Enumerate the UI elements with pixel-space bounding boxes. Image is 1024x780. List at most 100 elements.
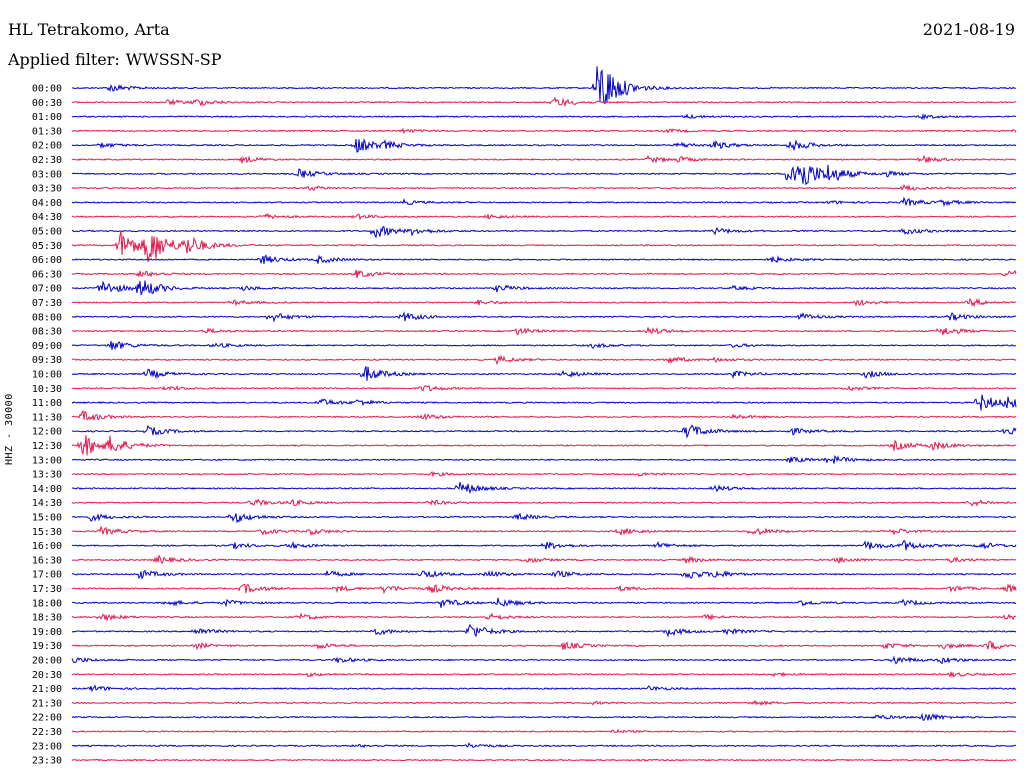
seismic-trace — [71, 196, 1017, 207]
time-label: 12:00 — [32, 427, 62, 438]
seismic-trace — [71, 154, 1017, 164]
time-label: 08:00 — [32, 312, 62, 323]
seismic-trace — [71, 612, 1017, 622]
time-label: 23:00 — [32, 741, 62, 752]
seismic-trace — [71, 385, 1017, 392]
seismic-trace — [71, 409, 1017, 421]
seismic-trace — [71, 742, 1017, 749]
seismic-trace — [71, 269, 1017, 279]
time-label: 03:00 — [32, 169, 62, 180]
seismic-trace — [71, 183, 1017, 192]
time-label: 00:00 — [32, 84, 62, 95]
seismic-trace — [71, 699, 1016, 707]
seismic-trace — [71, 297, 1017, 308]
time-label: 09:00 — [32, 341, 62, 352]
seismic-trace — [71, 655, 1017, 665]
time-label: 15:00 — [32, 513, 62, 524]
seismic-trace — [71, 671, 1017, 678]
seismic-trace — [71, 254, 1017, 265]
time-label-group: 00:00 00:30 01:00 01:30 02:00 02:30 03:00 03:30… — [32, 84, 62, 767]
seismic-trace — [71, 583, 1017, 595]
seismic-trace — [71, 311, 1017, 323]
seismic-trace — [71, 512, 1017, 524]
time-label: 06:00 — [32, 255, 62, 266]
seismic-trace — [71, 623, 1017, 638]
time-label: 23:30 — [32, 756, 62, 767]
seismic-trace — [71, 728, 1017, 734]
seismic-trace — [71, 525, 1017, 537]
time-label: 19:00 — [32, 627, 62, 638]
filter-label: Applied filter: — [8, 50, 120, 69]
seismic-trace — [71, 684, 1017, 693]
time-label: 09:30 — [32, 355, 62, 366]
time-label: 01:00 — [32, 112, 62, 123]
time-label: 04:00 — [32, 198, 62, 209]
time-label: 11:30 — [32, 412, 62, 423]
seismic-trace — [71, 96, 1016, 108]
seismic-trace — [72, 326, 1017, 336]
time-label: 18:00 — [32, 598, 62, 609]
seismic-trace — [72, 540, 1017, 551]
seismic-trace — [72, 424, 1017, 439]
seismic-trace — [71, 471, 1017, 478]
time-label: 05:30 — [32, 241, 62, 252]
time-label: 14:30 — [32, 498, 62, 509]
seismic-trace — [71, 712, 1017, 721]
time-label: 20:00 — [32, 656, 62, 667]
time-label: 22:30 — [32, 727, 62, 738]
time-label: 04:30 — [32, 212, 62, 223]
seismic-trace — [71, 498, 1017, 507]
time-label: 21:00 — [32, 684, 62, 695]
seismic-trace — [71, 435, 1017, 456]
time-label: 07:00 — [32, 284, 62, 295]
time-label: 10:00 — [32, 370, 62, 381]
time-label: 02:00 — [32, 141, 62, 152]
seismic-trace — [71, 225, 1017, 239]
seismic-trace — [71, 366, 1017, 381]
seismic-trace — [71, 113, 1017, 121]
seismic-trace — [71, 138, 1017, 153]
time-label: 12:30 — [32, 441, 62, 452]
seismic-trace — [71, 597, 1017, 608]
filter-value: WWSSN-SP — [125, 50, 222, 69]
seismic-trace — [71, 127, 1017, 135]
time-label: 17:30 — [32, 584, 62, 595]
time-label: 16:00 — [32, 541, 62, 552]
time-label: 22:00 — [32, 713, 62, 724]
time-label: 02:30 — [32, 155, 62, 166]
time-label: 21:30 — [32, 698, 62, 709]
seismic-trace — [71, 394, 1017, 411]
time-label: 06:30 — [32, 269, 62, 280]
seismic-trace — [71, 640, 1017, 651]
time-label: 16:30 — [32, 555, 62, 566]
seismic-trace — [71, 481, 1017, 494]
time-label: 13:30 — [32, 470, 62, 481]
time-label: 11:00 — [32, 398, 62, 409]
time-label: 01:30 — [32, 126, 62, 137]
seismic-trace — [71, 354, 1017, 366]
time-label: 00:30 — [32, 98, 62, 109]
time-label: 05:00 — [32, 227, 62, 238]
time-label: 13:00 — [32, 455, 62, 466]
seismic-trace — [71, 212, 1017, 221]
seismic-trace — [71, 280, 1017, 295]
time-label: 10:30 — [32, 384, 62, 395]
seismic-trace — [71, 340, 1017, 351]
seismic-trace — [71, 66, 1017, 105]
seismic-trace — [71, 164, 1017, 186]
time-label: 20:30 — [32, 670, 62, 681]
time-label: 17:00 — [32, 570, 62, 581]
trace-group — [71, 66, 1017, 762]
time-label: 14:00 — [32, 484, 62, 495]
channel-label: HHZ - 30000 — [4, 393, 15, 465]
filter-line: Applied filter: WWSSN-SP — [8, 50, 221, 70]
seismic-trace — [71, 230, 1017, 263]
time-label: 08:30 — [32, 327, 62, 338]
seismic-trace — [71, 569, 1017, 580]
time-label: 19:30 — [32, 641, 62, 652]
record-date: 2021-08-19 — [922, 20, 1015, 39]
seismic-trace — [71, 758, 1016, 762]
time-label: 03:30 — [32, 184, 62, 195]
time-label: 15:30 — [32, 527, 62, 538]
